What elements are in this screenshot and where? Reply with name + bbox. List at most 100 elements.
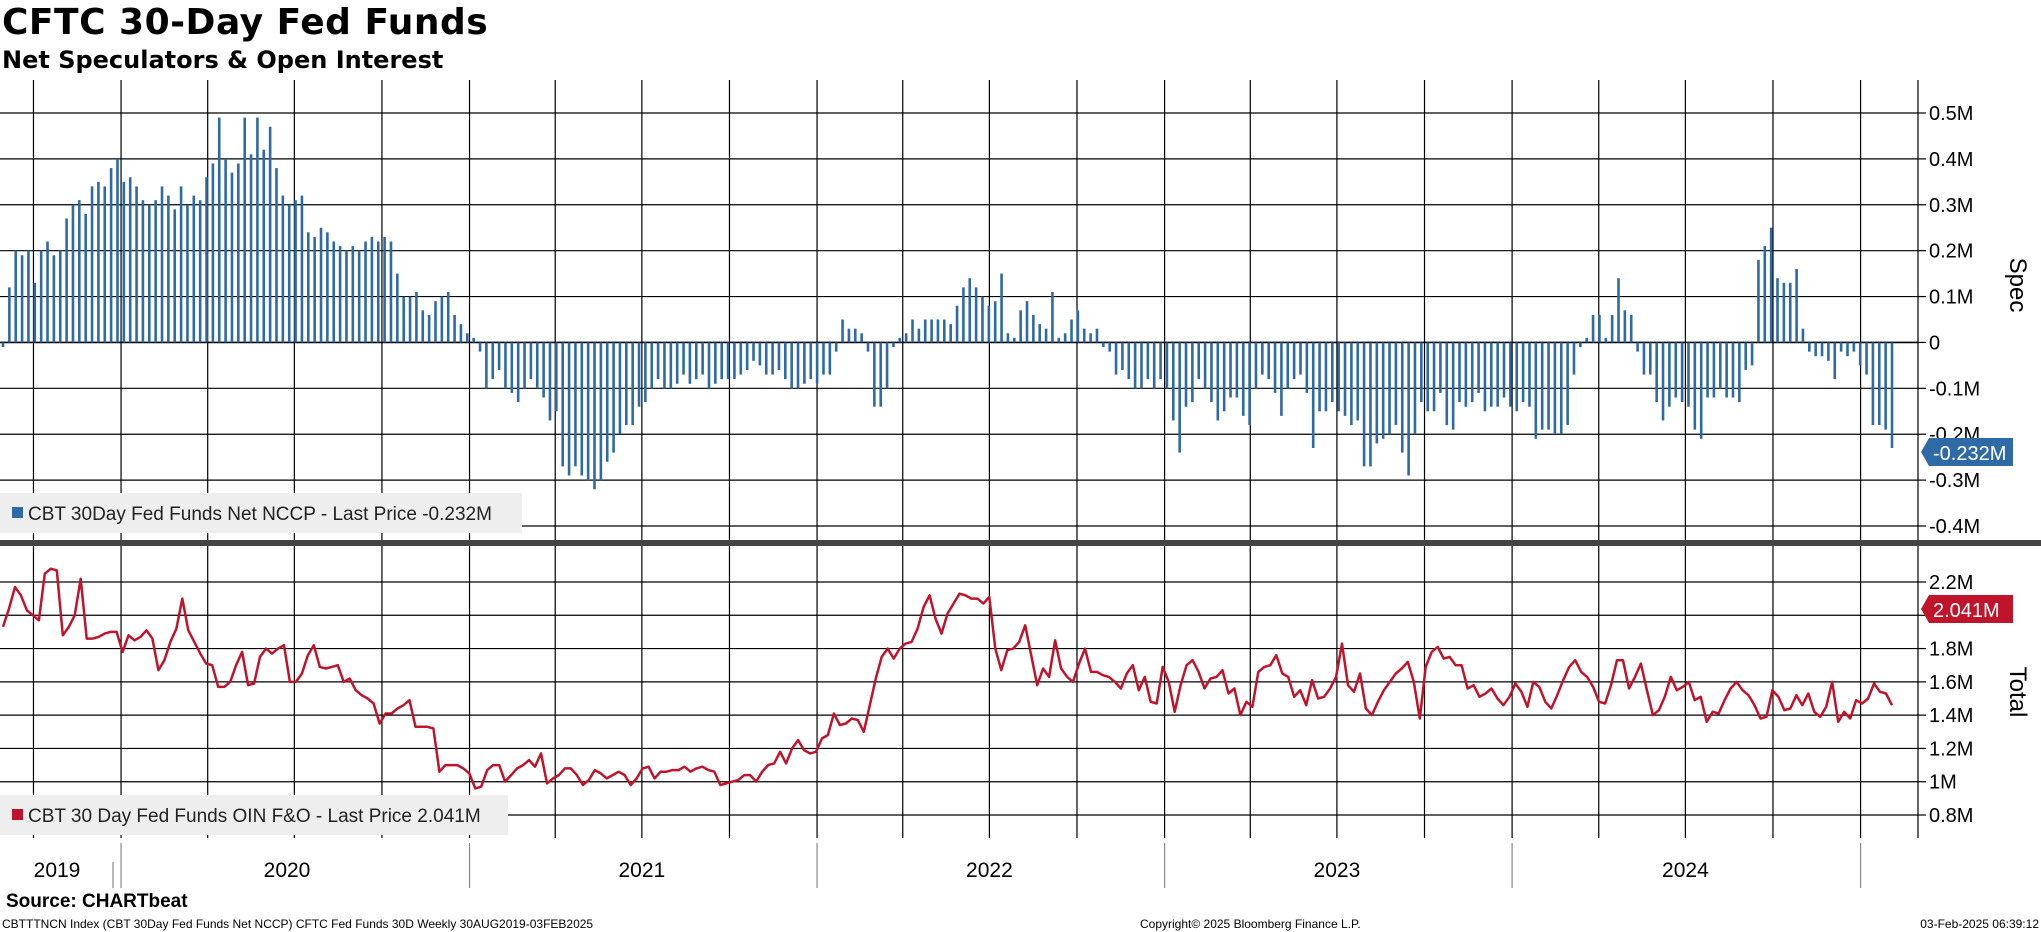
spec-bar <box>1515 342 1519 412</box>
spec-bar <box>1642 342 1646 375</box>
spec-bar <box>1655 342 1658 403</box>
spec-bar <box>1165 342 1169 389</box>
spec-bar <box>873 342 876 407</box>
spec-bar <box>211 163 215 343</box>
spec-bar <box>1133 342 1137 389</box>
spec-bar <box>383 236 386 343</box>
spec-bar <box>1000 273 1003 343</box>
spec-bar <box>1044 328 1048 343</box>
spec-bar <box>1280 342 1283 416</box>
spec-bar <box>52 255 56 343</box>
spec-bar <box>1350 342 1353 426</box>
total-last-value-text: 2.041M <box>1933 600 2000 622</box>
spec-bar <box>1413 342 1417 435</box>
spec-bar <box>1032 314 1035 343</box>
spec-bar <box>771 342 774 375</box>
spec-bar <box>993 301 997 343</box>
spec-bar <box>1311 342 1315 448</box>
spec-bar <box>580 342 584 476</box>
spec-bar <box>27 250 30 343</box>
spec-bar <box>237 163 240 343</box>
spec-bar <box>892 342 895 348</box>
spec-bar <box>688 342 692 384</box>
spec-bar <box>1407 342 1410 476</box>
spec-bar <box>1267 342 1270 380</box>
spec-bar <box>1273 342 1277 393</box>
spec-bar <box>733 342 736 380</box>
spec-bar <box>631 342 634 426</box>
spec-bar <box>637 342 641 407</box>
y-tick-label: 1.6M <box>1929 672 1973 694</box>
spec-bar <box>370 236 374 343</box>
spec-bars <box>1 117 1894 490</box>
spec-bar <box>834 342 838 352</box>
spec-bar <box>427 314 431 343</box>
footer-timestamp: 03-Feb-2025 06:39:12 <box>1920 917 2039 931</box>
spec-bar <box>186 204 189 343</box>
spec-bar <box>109 168 113 343</box>
spec-bar <box>1388 342 1391 435</box>
spec-bar <box>1566 342 1569 426</box>
x-tick-label: 2022 <box>966 859 1013 882</box>
spec-bar <box>1699 342 1703 439</box>
spec-bar <box>1801 328 1805 343</box>
spec-bar <box>1858 342 1862 366</box>
spec-bar <box>1241 342 1245 416</box>
spec-bar <box>955 305 959 343</box>
spec-bar <box>294 200 297 343</box>
spec-bar <box>822 342 825 375</box>
spec-bar <box>434 301 437 343</box>
spec-bar <box>796 342 800 389</box>
spec-bar <box>1057 337 1061 343</box>
spec-bar <box>605 342 609 462</box>
spec-bar <box>1140 342 1143 389</box>
spec-bar <box>707 342 711 389</box>
y-tick-label: 1.4M <box>1929 705 1973 727</box>
spec-bar <box>1261 342 1264 375</box>
spec-bar <box>586 342 590 481</box>
spec-bar <box>154 200 157 343</box>
spec-bar <box>1540 342 1544 430</box>
spec-bar <box>1432 342 1436 412</box>
spec-bar <box>1082 328 1086 343</box>
spec-bar <box>739 342 743 375</box>
y-tick-label: -0.3M <box>1929 470 1980 492</box>
spec-bar <box>122 181 126 343</box>
y-tick-label: 0.2M <box>1929 241 1973 263</box>
spec-bar <box>243 117 246 343</box>
spec-bar <box>612 342 615 453</box>
spec-bar <box>1706 342 1709 398</box>
spec-bar <box>192 195 196 343</box>
spec-bar <box>1680 342 1684 403</box>
spec-bar <box>618 342 622 435</box>
spec-bar <box>1178 342 1181 453</box>
x-tick-label: 2024 <box>1662 859 1709 882</box>
spec-bar <box>656 342 660 380</box>
spec-bar <box>529 342 533 380</box>
spec-bar <box>1025 301 1029 343</box>
spec-bar <box>1362 342 1366 467</box>
spec-bar <box>1572 342 1576 375</box>
total-legend-bg <box>0 795 508 835</box>
spec-bar <box>1528 342 1531 407</box>
spec-bar <box>357 250 361 343</box>
spec-bar <box>287 204 291 343</box>
spec-bar <box>1579 342 1582 348</box>
spec-bar <box>548 342 552 421</box>
spec-bar <box>1286 342 1290 389</box>
spec-bar <box>1553 342 1557 435</box>
spec-bar <box>1649 342 1652 375</box>
spec-bar <box>402 296 405 343</box>
spec-bar <box>39 250 43 343</box>
y-tick-label: 1.8M <box>1929 639 1973 661</box>
spec-bar <box>1521 342 1525 403</box>
spec-bar <box>128 177 132 343</box>
spec-bar <box>1299 342 1302 375</box>
spec-bar <box>8 287 11 343</box>
spec-bar <box>675 342 679 384</box>
spec-bar <box>1343 342 1347 416</box>
footer-copyright: Copyright© 2025 Bloomberg Finance L.P. <box>1140 917 1361 931</box>
spec-bar <box>1509 342 1512 407</box>
spec-bar <box>1814 342 1817 357</box>
spec-bar <box>1203 342 1207 389</box>
